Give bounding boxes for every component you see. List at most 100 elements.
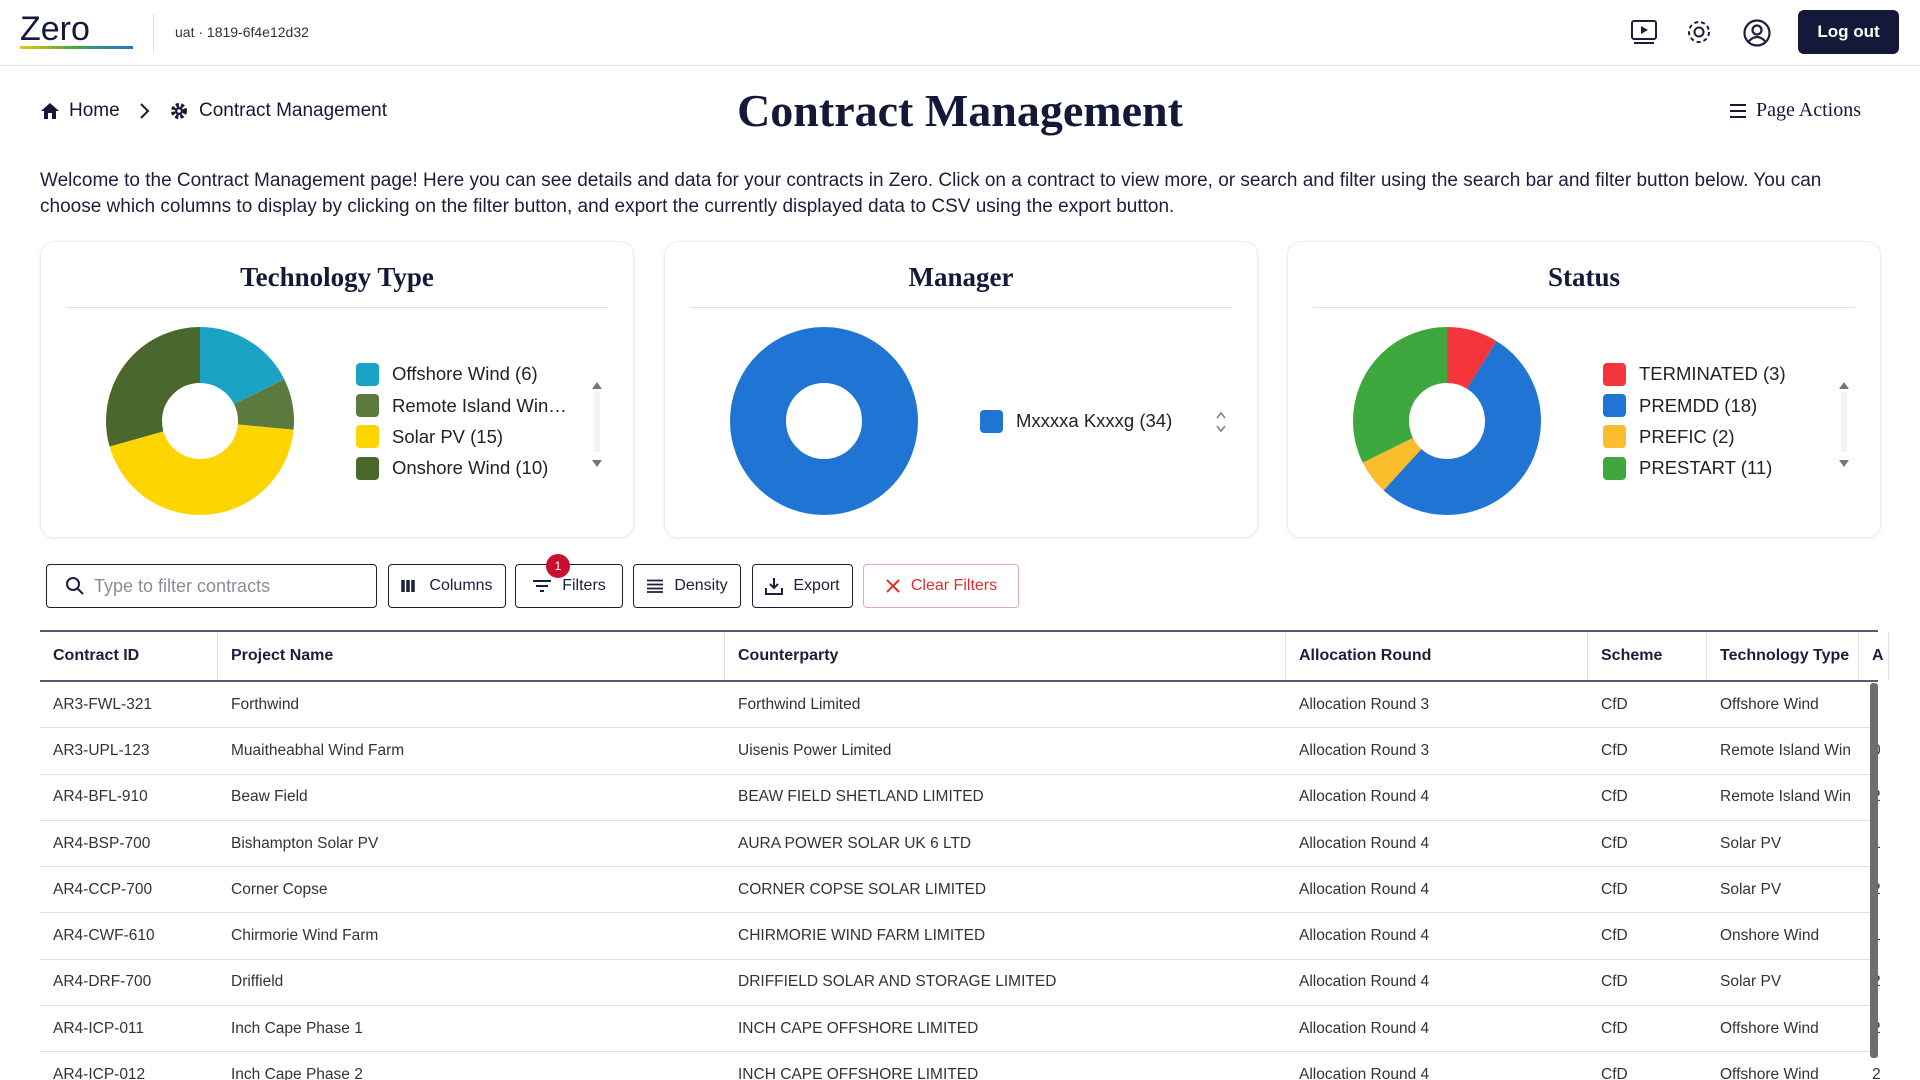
home-icon: [41, 103, 59, 119]
table-cell: Allocation Round 4: [1299, 834, 1430, 852]
filters-label: Filters: [562, 577, 606, 594]
density-icon: [647, 579, 664, 593]
legend-swatch: [1603, 456, 1626, 480]
donut-slice: [106, 327, 294, 515]
search-box[interactable]: Type to filter contracts: [46, 564, 377, 608]
columns-label: Columns: [429, 577, 493, 594]
table-cell: Chirmorie Wind Farm: [231, 927, 379, 945]
table-row[interactable]: AR4-DRF-700 Driffield DRIFFIELD SOLAR AND …: [40, 960, 1881, 1007]
column-header: Scheme: [1588, 632, 1707, 680]
legend-scroll: [592, 382, 602, 467]
table-cell: Offshore Wind: [1720, 1019, 1819, 1037]
legend-item: Solar PV (15): [356, 424, 503, 450]
table-cell: Allocation Round 4: [1299, 1019, 1430, 1037]
donut-slice: [1353, 327, 1541, 515]
scroll-updown: [1216, 411, 1226, 433]
table-cell: CfD: [1601, 1066, 1628, 1080]
table-row[interactable]: AR4-ICP-011 Inch Cape Phase 1 INCH CAPE OF…: [40, 1006, 1881, 1053]
column-header: Technology Type: [1707, 632, 1859, 680]
legend-item: Mxxxxa Kxxxg (34): [980, 408, 1172, 434]
chart-card: Technology Type Offshore Wind (6) Remote I…: [40, 241, 634, 538]
contracts-table: Contract ID Project Name Counterparty Alloc…: [40, 630, 1889, 1080]
account-icon[interactable]: [1742, 18, 1772, 48]
table-scrollbar[interactable]: [1870, 683, 1878, 1058]
legend-swatch: [356, 394, 379, 418]
columns-icon: [401, 580, 416, 592]
table-cell: Remote Island Win: [1720, 741, 1851, 759]
filters-button[interactable]: Filters 1: [515, 554, 623, 608]
export-button[interactable]: Export: [752, 564, 853, 608]
legend-swatch: [1603, 425, 1626, 449]
table-cell: DRIFFIELD SOLAR AND STORAGE LIMITED: [738, 973, 1057, 991]
table-cell: Inch Cape Phase 1: [231, 1019, 363, 1037]
legend-swatch: [980, 409, 1003, 433]
search-placeholder: Type to filter contracts: [94, 576, 271, 596]
table-cell: Corner Copse: [231, 880, 328, 898]
clear-icon: [886, 579, 900, 593]
scroll-track: [594, 392, 600, 452]
table-cell: CORNER COPSE SOLAR LIMITED: [738, 880, 987, 898]
legend-item: PREFIC (2): [1603, 424, 1735, 450]
columns-button[interactable]: Columns: [388, 564, 506, 608]
table-cell: CfD: [1601, 973, 1628, 991]
legend-label: Offshore Wind (6): [392, 363, 538, 385]
page-actions[interactable]: Page Actions: [1756, 99, 1861, 121]
table-cell: CfD: [1601, 927, 1628, 945]
video-icon[interactable]: [1630, 19, 1658, 45]
density-button[interactable]: Density: [633, 564, 741, 608]
table-cell: AR3-UPL-123: [53, 741, 150, 759]
legend-label: Remote Island Win…: [392, 394, 567, 416]
chart-title: Technology Type: [240, 262, 434, 292]
legend-label: TERMINATED (3): [1639, 363, 1786, 385]
table-cell: Allocation Round 4: [1299, 1066, 1430, 1080]
legend-item: Offshore Wind (6): [356, 361, 538, 387]
table-cell: Allocation Round 3: [1299, 741, 1430, 759]
table-cell: Inch Cape Phase 2: [231, 1066, 363, 1080]
table-cell: Allocation Round 4: [1299, 880, 1430, 898]
table-row[interactable]: AR4-ICP-012 Inch Cape Phase 2 INCH CAPE OF…: [40, 1052, 1881, 1080]
table-cell: Muaitheabhal Wind Farm: [231, 741, 405, 759]
donut-chart: [106, 327, 294, 515]
table-cell: Allocation Round 4: [1299, 927, 1430, 945]
clear-filters-button[interactable]: Clear Filters: [863, 564, 1019, 608]
chart-title: Status: [1547, 262, 1621, 292]
table-cell: AR4-CWF-610: [53, 927, 155, 945]
table-row[interactable]: AR4-CCP-700 Corner Copse CORNER COPSE SOLA…: [40, 867, 1881, 914]
table-cell: AR4-BFL-910: [53, 788, 148, 806]
logout-button[interactable]: Log out: [1798, 10, 1899, 54]
table-row[interactable]: AR3-UPL-123 Muaitheabhal Wind Farm Uisenis…: [40, 728, 1881, 775]
table-cell: CfD: [1601, 834, 1628, 852]
scroll-down: [1839, 460, 1849, 467]
table-cell: INCH CAPE OFFSHORE LIMITED: [738, 1019, 979, 1037]
breadcrumb-home[interactable]: Home: [69, 100, 120, 121]
column-header: Allocation Round: [1286, 632, 1588, 680]
table-row[interactable]: AR3-FWL-321 Forthwind Forthwind Limited All…: [40, 682, 1878, 729]
legend-label: PRESTART (11): [1639, 457, 1773, 479]
donut-slice: [730, 327, 918, 515]
table-row[interactable]: AR4-BFL-910 Beaw Field BEAW FIELD SHETLAND…: [40, 775, 1881, 821]
table-cell: CfD: [1601, 695, 1628, 713]
legend-swatch: [1603, 394, 1626, 418]
settings-icon[interactable]: [1685, 18, 1713, 46]
table-header: Contract ID Project Name Counterparty Alloc…: [40, 632, 1889, 682]
table-cell: Allocation Round 4: [1299, 973, 1430, 991]
table-row[interactable]: AR4-CWF-610 Chirmorie Wind Farm CHIRMORIE …: [40, 913, 1881, 960]
top-bar: Zero uat · 1819-6f4e12d32 Log out: [0, 0, 1920, 66]
legend-swatch: [356, 362, 379, 386]
table-cell: AR3-FWL-321: [53, 695, 153, 713]
legend-label: PREFIC (2): [1639, 425, 1735, 447]
table-cell: Solar PV: [1720, 880, 1782, 898]
chart-card: Status TERMINATED (3) PREMDD (18) PREFIC (2…: [1287, 241, 1881, 538]
table-row[interactable]: AR4-BSP-700 Bishampton Solar PV AURA POWER…: [40, 821, 1881, 868]
table-cell: AR4-BSP-700: [53, 834, 151, 852]
legend-scroll: [1216, 411, 1226, 433]
column-header: Project Name: [218, 632, 725, 680]
legend-item: TERMINATED (3): [1603, 361, 1786, 387]
legend-item: PREMDD (18): [1603, 393, 1757, 419]
logo[interactable]: Zero: [20, 10, 90, 48]
table-cell: Forthwind: [231, 695, 300, 713]
title-rule: [66, 307, 608, 308]
table-cell: CfD: [1601, 1019, 1628, 1037]
